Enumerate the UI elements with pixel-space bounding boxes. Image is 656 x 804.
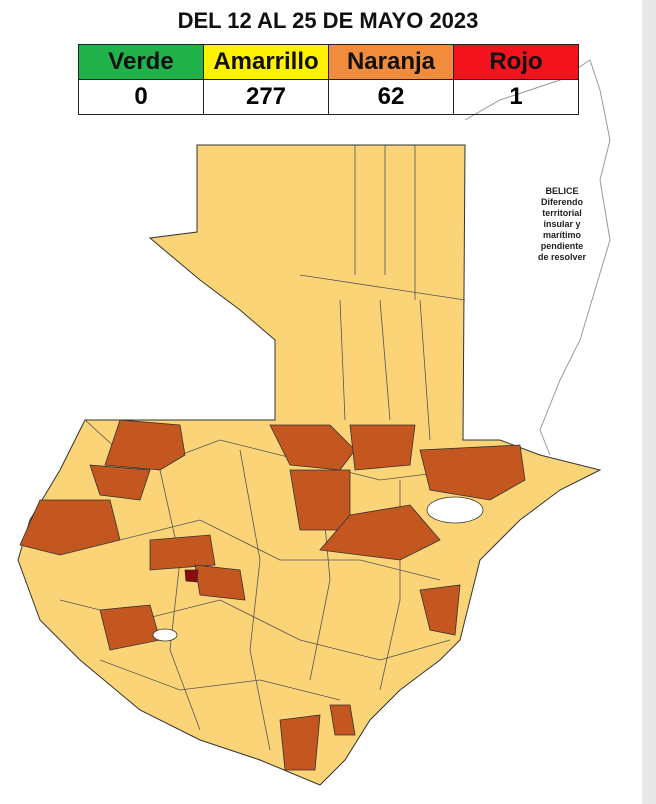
note-line: Diferendo (540, 197, 583, 207)
note-line: insular y (543, 219, 581, 229)
legend-header-row: Verde Amarrillo Naranja Rojo (78, 44, 579, 80)
legend-table: Verde Amarrillo Naranja Rojo 0 277 62 1 (78, 44, 579, 115)
note-line: pendiente (540, 241, 584, 251)
legend-header: Amarrillo (203, 44, 329, 80)
lake (426, 496, 484, 524)
lake (152, 628, 178, 642)
note-line: marítimo (542, 230, 581, 240)
borders (39, 145, 466, 751)
legend-value: 1 (453, 79, 579, 115)
red-zone (184, 569, 199, 583)
edge (642, 0, 656, 804)
legend-value: 0 (78, 79, 204, 115)
note-line: BELICE (545, 186, 579, 196)
legend-header: Rojo (453, 44, 579, 80)
orange-zones (19, 419, 526, 771)
legend-value-row: 0 277 62 1 (78, 79, 579, 115)
legend-header: Naranja (328, 44, 454, 80)
legend-header: Verde (78, 44, 204, 80)
note-line: territorial (542, 208, 582, 218)
note-line: de resolver (537, 252, 587, 262)
title: DEL 12 AL 25 DE MAYO 2023 (177, 8, 479, 33)
belize-note: BELICE Diferendo territorial insular y marít… (530, 186, 594, 263)
legend-value: 62 (328, 79, 454, 115)
legend-value: 277 (203, 79, 329, 115)
